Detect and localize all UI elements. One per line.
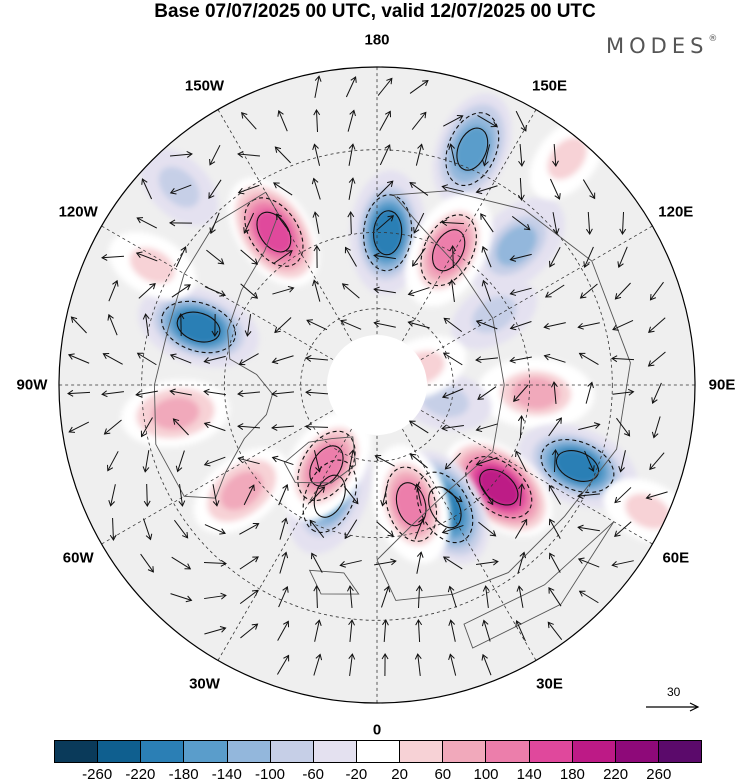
colorbar-tick-label: -60 (302, 766, 324, 783)
colorbar-segment (228, 741, 271, 762)
longitude-label: 60E (662, 549, 689, 566)
colorbar-segment (486, 741, 529, 762)
colorbar-segment (443, 741, 486, 762)
colorbar-segment (314, 741, 357, 762)
colorbar-tick-label: -180 (169, 766, 199, 783)
colorbar-tick-label: 60 (434, 766, 451, 783)
longitude-label: 90E (709, 377, 736, 394)
longitude-label: 180 (364, 31, 389, 48)
colorbar (54, 740, 702, 763)
colorbar-tick-label: -20 (346, 766, 368, 783)
colorbar-tick-label: 260 (646, 766, 671, 783)
longitude-label: 120E (658, 204, 693, 221)
longitude-label: 30E (536, 675, 563, 692)
colorbar-tick-label: -140 (212, 766, 242, 783)
colorbar-segment (98, 741, 141, 762)
colorbar-tick-label: 20 (391, 766, 408, 783)
colorbar-segment (271, 741, 314, 762)
colorbar-tick-label: 180 (560, 766, 585, 783)
colorbar-segment (55, 741, 98, 762)
colorbar-segment (659, 741, 701, 762)
longitude-label: 90W (17, 377, 48, 394)
colorbar-tick-label: 100 (473, 766, 498, 783)
colorbar-tick-label: -100 (255, 766, 285, 783)
longitude-label: 60W (63, 549, 94, 566)
colorbar-tick-label: 140 (517, 766, 542, 783)
longitude-label: 120W (59, 204, 98, 221)
vector-reference-value: 30 (667, 685, 680, 699)
colorbar-tick-label: -220 (125, 766, 155, 783)
longitude-label: 150W (185, 78, 224, 95)
pole-blank-area (327, 335, 427, 435)
colorbar-segment (141, 741, 184, 762)
longitude-label: 0 (373, 722, 381, 739)
colorbar-segment (616, 741, 659, 762)
polar-map (0, 0, 750, 740)
colorbar-tick-label: 220 (603, 766, 628, 783)
colorbar-segment (357, 741, 400, 762)
colorbar-ticks: -260 -220 -180 -140 -100 -60 -20 20 60 100 140 180 2… (0, 766, 750, 784)
colorbar-segment (400, 741, 443, 762)
colorbar-segment (530, 741, 573, 762)
vector-reference-arrow (646, 703, 698, 711)
colorbar-segment (184, 741, 227, 762)
longitude-label: 30W (189, 675, 220, 692)
longitude-label: 150E (532, 78, 567, 95)
colorbar-tick-label: -260 (82, 766, 112, 783)
colorbar-segment (573, 741, 616, 762)
